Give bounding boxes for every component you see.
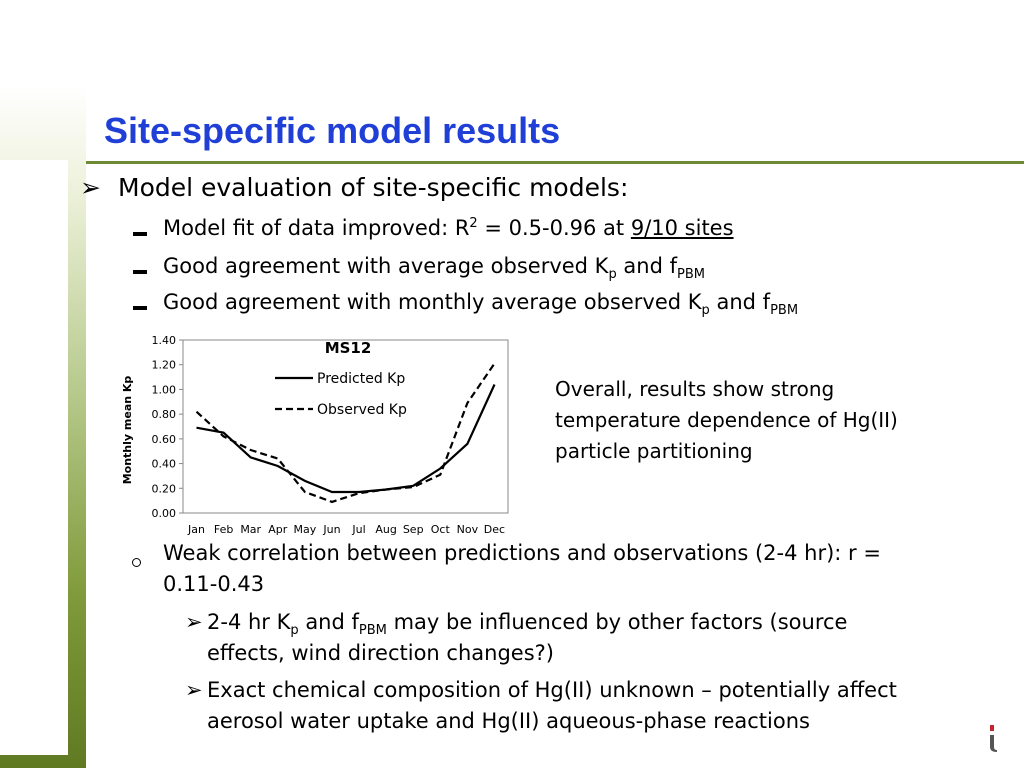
bullet-model-fit: Model fit of data improved: R2 = 0.5-0.9… (163, 216, 734, 240)
x-tick-label: Sep (403, 523, 424, 536)
x-tick-label: Feb (214, 523, 233, 536)
chart-title: MS12 (325, 339, 372, 357)
title-rule (86, 161, 1024, 164)
ms12-line-chart: MS12 Monthly mean Kp 0.00 0.20 0.40 0.60 0.8… (121, 334, 509, 536)
y-tick-label: 0.80 (152, 408, 177, 421)
bullet-weak-correlation-line2: 0.11-0.43 (163, 572, 265, 596)
legend-label: Observed Kp (317, 402, 407, 418)
y-tick-label: 0.20 (152, 482, 177, 495)
bullet-average-agreement: Good agreement with average observed Kp … (163, 254, 705, 283)
x-tick-label: Jun (322, 523, 340, 536)
bullet-other-factors-line1: 2-4 hr Kp and fPBM may be influenced by … (207, 610, 848, 639)
x-tick-label: May (294, 523, 317, 536)
series-line-predicted-kp (196, 384, 496, 494)
y-tick-label: 0.60 (152, 433, 177, 446)
dash-bullet-icon (133, 232, 147, 236)
plot-area (182, 339, 509, 514)
content-panel-edge (0, 160, 68, 755)
logo-icon (990, 725, 997, 752)
bullet-arrow-icon: ➢ (185, 678, 203, 702)
legend-label: Predicted Kp (317, 371, 405, 387)
x-tick-label: Nov (457, 523, 479, 536)
y-tick-label: 0.00 (152, 507, 177, 520)
bullet-chemical-composition-line2: aerosol water uptake and Hg(II) aqueous-… (207, 709, 810, 733)
bullet-chemical-composition-line1: Exact chemical composition of Hg(II) unk… (207, 678, 897, 702)
circle-bullet-icon (132, 558, 141, 567)
dash-bullet-icon (133, 270, 147, 274)
dash-bullet-icon (133, 306, 147, 310)
bullet-other-factors-line2: effects, wind direction changes?) (207, 641, 554, 665)
bullet-model-evaluation: Model evaluation of site-specific models… (118, 173, 629, 202)
x-tick-label: Jan (187, 523, 205, 536)
y-tick-label: 1.40 (152, 334, 177, 347)
results-note: Overall, results show strong temperature… (555, 377, 898, 463)
bullet-arrow-icon: ➢ (185, 610, 203, 634)
bullet-weak-correlation-line1: Weak correlation between predictions and… (163, 541, 881, 565)
bullet-monthly-agreement: Good agreement with monthly average obse… (163, 290, 799, 319)
bullet-arrow-icon: ➢ (80, 173, 101, 202)
slide-title: Site-specific model results (104, 110, 561, 151)
x-tick-label: Mar (240, 523, 261, 536)
x-tick-label: Oct (431, 523, 451, 536)
series-line-observed-kp (195, 362, 496, 504)
y-tick-label: 0.40 (152, 458, 177, 471)
x-tick-label: Apr (268, 523, 288, 536)
y-tick-label: 1.20 (152, 359, 177, 372)
y-tick-label: 1.00 (152, 383, 177, 396)
x-tick-label: Aug (375, 523, 396, 536)
y-axis-label: Monthly mean Kp (121, 376, 134, 485)
x-tick-label: Dec (484, 523, 505, 536)
x-tick-label: Jul (351, 523, 365, 536)
